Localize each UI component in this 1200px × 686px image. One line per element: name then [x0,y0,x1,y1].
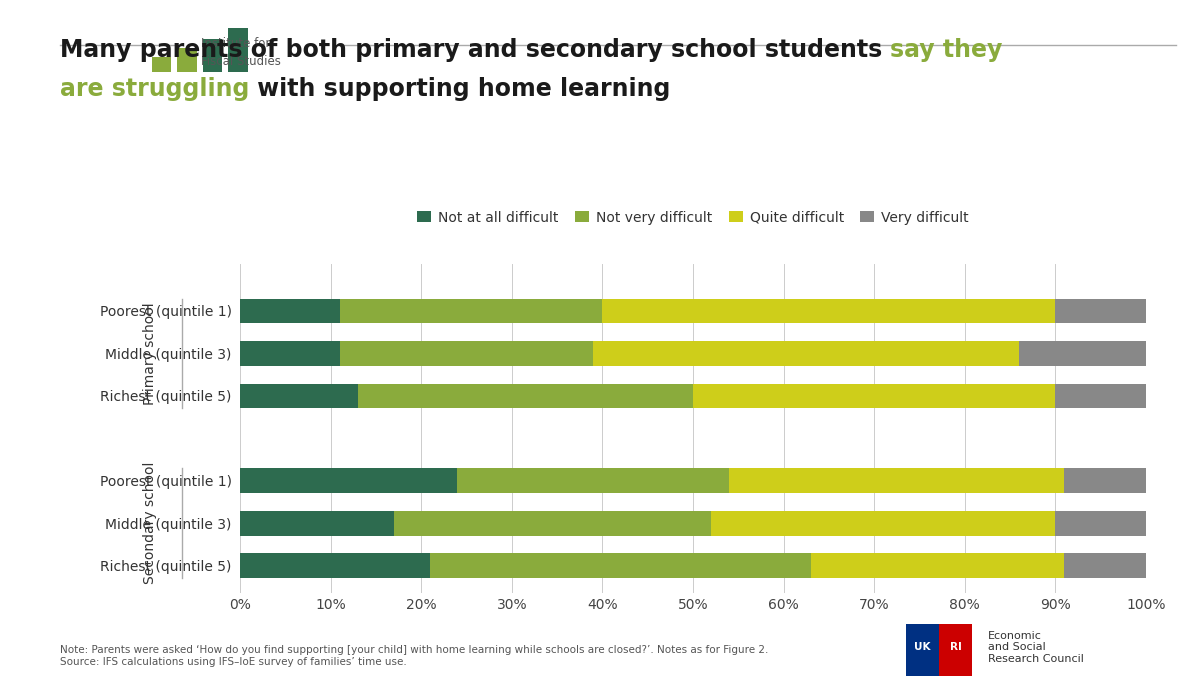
Bar [1056,383,1146,408]
Text: are struggling: are struggling [60,77,250,101]
Bar [240,298,340,323]
Text: RI: RI [949,642,961,652]
FancyBboxPatch shape [906,624,940,676]
Text: Many parents of both primary and secondary school students: Many parents of both primary and seconda… [60,38,890,62]
Bar [340,298,602,323]
Bar [340,341,593,366]
Bar [593,341,1019,366]
FancyBboxPatch shape [940,624,972,676]
Text: Note: Parents were asked ‘How do you find supporting [your child] with home lear: Note: Parents were asked ‘How do you fin… [60,646,768,667]
Bar [358,383,694,408]
Bar [1056,298,1146,323]
Bar [602,298,1056,323]
Bar [457,469,730,493]
Bar [1056,511,1146,536]
Bar [1064,554,1146,578]
Text: Primary school: Primary school [143,302,157,405]
Text: Secondary school: Secondary school [143,462,157,584]
Bar [694,383,1056,408]
Bar [431,554,811,578]
Text: UK: UK [914,642,931,652]
Bar [394,511,712,536]
Legend: Not at all difficult, Not very difficult, Quite difficult, Very difficult: Not at all difficult, Not very difficult… [412,205,974,230]
Bar [1019,341,1146,366]
Bar [811,554,1064,578]
Bar [712,511,1056,536]
Bar [730,469,1064,493]
Text: with supporting home learning: with supporting home learning [250,77,671,101]
Bar [178,48,197,72]
Bar [240,383,358,408]
Bar [240,341,340,366]
Bar [203,39,222,72]
Text: Fiscal Studies: Fiscal Studies [202,55,281,68]
Bar [152,57,172,72]
Text: Economic
and Social
Research Council: Economic and Social Research Council [988,631,1084,664]
Bar [240,554,431,578]
Text: say they: say they [890,38,1003,62]
Bar [240,511,394,536]
Bar [1064,469,1146,493]
Text: Institute for: Institute for [202,38,270,51]
Bar [240,469,457,493]
Bar [228,28,248,72]
